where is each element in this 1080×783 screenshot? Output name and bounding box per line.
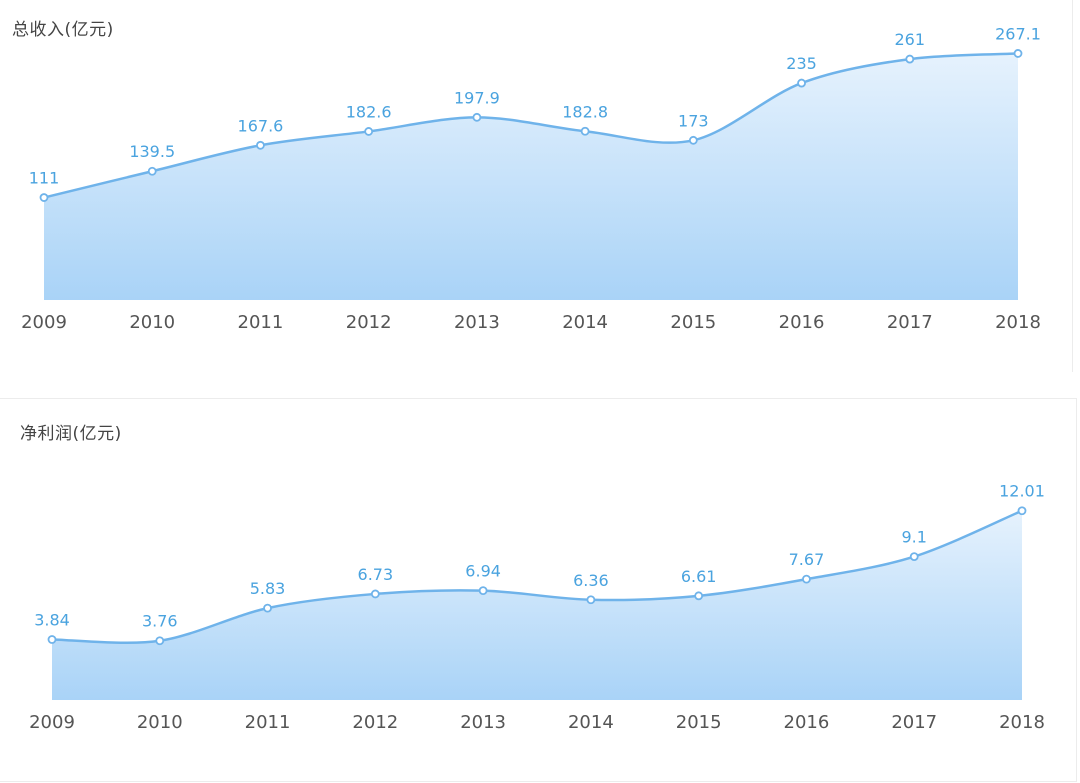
series-line	[43, 52, 1019, 199]
x-tick-label: 2011	[238, 312, 284, 333]
net-profit-chart-panel: 净利润(亿元) 3.84 2009 3.76 2010 5.83 2011 6.73 2012…	[0, 398, 1077, 782]
x-tick-label: 2016	[779, 312, 825, 333]
data-point	[802, 574, 811, 584]
x-tick-label: 2014	[568, 712, 614, 733]
data-point	[905, 54, 915, 64]
data-point	[1017, 506, 1027, 516]
data-label: 182.8	[562, 102, 608, 121]
x-tick-label: 2018	[999, 712, 1045, 733]
data-point	[364, 127, 374, 136]
x-tick-label: 2013	[460, 712, 506, 733]
data-label: 6.73	[358, 565, 394, 584]
data-point	[39, 193, 49, 202]
x-tick-label: 2015	[670, 312, 716, 333]
data-point	[263, 603, 272, 613]
chart-title: 总收入(亿元)	[12, 20, 114, 40]
x-tick-label: 2012	[352, 712, 398, 733]
data-point	[370, 589, 380, 599]
data-point	[909, 552, 919, 561]
data-label: 6.36	[573, 571, 609, 590]
data-label: 267.1	[995, 24, 1041, 43]
x-tick-label: 2009	[21, 312, 67, 333]
data-point	[472, 112, 482, 122]
data-point	[586, 595, 596, 605]
x-tick-label: 2018	[995, 312, 1041, 333]
data-label: 261	[895, 30, 926, 49]
revenue-chart-panel: 总收入(亿元) 111 2009 139.5 2010 167.6 2011 182.6 20…	[0, 0, 1073, 372]
data-point	[256, 140, 265, 150]
data-point	[688, 135, 698, 145]
x-tick-label: 2015	[676, 712, 722, 733]
data-point	[797, 78, 806, 88]
data-label: 3.84	[34, 610, 70, 629]
x-tick-label: 2016	[784, 712, 830, 733]
x-tick-label: 2011	[245, 712, 291, 733]
area-fill	[44, 53, 1018, 301]
data-point	[147, 166, 157, 176]
data-label: 167.6	[238, 116, 284, 135]
data-label: 5.83	[250, 579, 286, 598]
data-point	[694, 591, 704, 601]
net-profit-area-chart: 3.84 2009 3.76 2010 5.83 2011 6.73 2012 6.94 2013…	[29, 482, 1045, 733]
data-point	[155, 636, 165, 646]
data-label: 182.6	[346, 102, 392, 121]
data-label: 6.94	[465, 562, 501, 581]
data-label: 9.1	[901, 528, 926, 547]
x-tick-label: 2010	[137, 712, 183, 733]
data-label: 173	[678, 111, 709, 130]
x-tick-label: 2013	[454, 312, 500, 333]
x-tick-label: 2017	[891, 712, 937, 733]
chart-title: 净利润(亿元)	[20, 424, 122, 444]
data-label: 3.76	[142, 612, 178, 631]
data-label: 139.5	[129, 142, 175, 161]
data-label: 12.01	[999, 482, 1045, 501]
data-label: 6.61	[681, 567, 717, 586]
data-label: 197.9	[454, 88, 500, 107]
x-tick-label: 2009	[29, 712, 75, 733]
series-line	[51, 509, 1023, 644]
revenue-area-chart: 111 2009 139.5 2010 167.6 2011 182.6 2012 197.9 2…	[21, 24, 1041, 333]
data-label: 111	[29, 169, 60, 188]
data-label: 235	[786, 54, 817, 73]
data-point	[478, 586, 488, 596]
data-point	[580, 126, 590, 136]
data-point	[1013, 49, 1023, 58]
area-fill	[52, 510, 1022, 700]
data-point	[47, 635, 57, 644]
x-tick-label: 2017	[887, 312, 933, 333]
x-tick-label: 2012	[346, 312, 392, 333]
data-label: 7.67	[789, 550, 825, 569]
x-tick-label: 2010	[129, 312, 175, 333]
x-tick-label: 2014	[562, 312, 608, 333]
